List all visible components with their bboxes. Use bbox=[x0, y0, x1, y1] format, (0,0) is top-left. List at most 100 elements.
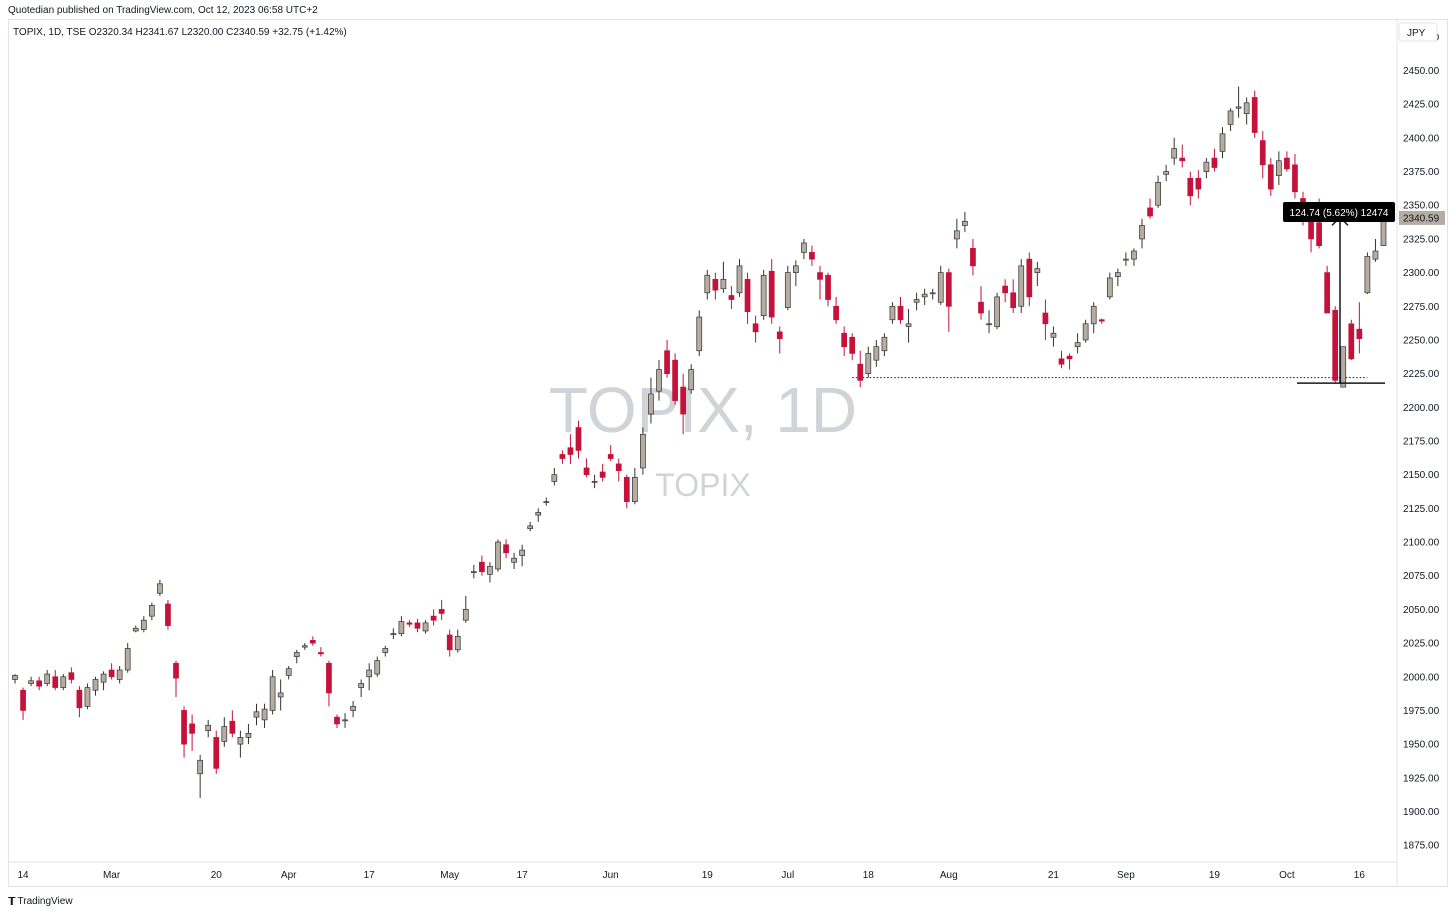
candle bbox=[1179, 144, 1186, 168]
candle bbox=[197, 754, 203, 799]
candle bbox=[116, 665, 123, 684]
candle bbox=[269, 670, 276, 715]
candle bbox=[1211, 148, 1218, 172]
candle bbox=[833, 296, 839, 324]
candle bbox=[422, 620, 429, 634]
candle bbox=[205, 719, 212, 738]
candle bbox=[1364, 252, 1371, 295]
x-tick-label: 21 bbox=[1048, 870, 1060, 881]
candle bbox=[768, 259, 775, 324]
candle bbox=[382, 645, 389, 657]
candle bbox=[1356, 302, 1363, 354]
candle bbox=[672, 353, 678, 405]
candle bbox=[752, 315, 759, 343]
y-tick-label: 2100.00 bbox=[1403, 538, 1440, 549]
x-tick-label: 16 bbox=[1354, 870, 1366, 881]
candle bbox=[108, 663, 115, 680]
candle bbox=[527, 521, 534, 532]
candle bbox=[165, 599, 171, 630]
candle bbox=[245, 723, 252, 745]
measure-tool[interactable]: 124.74 (5.62%) 12474 bbox=[1283, 202, 1395, 384]
x-tick-label: Sep bbox=[1117, 870, 1135, 881]
candle bbox=[1340, 346, 1347, 388]
candle bbox=[326, 660, 332, 707]
candle bbox=[189, 714, 195, 751]
x-tick-label: May bbox=[440, 870, 459, 881]
candle bbox=[575, 420, 582, 459]
candle bbox=[889, 302, 896, 324]
candle bbox=[398, 616, 405, 637]
watermark: TOPIX, 1D TOPIX bbox=[549, 374, 857, 503]
candle bbox=[1114, 268, 1121, 287]
candle bbox=[511, 552, 517, 569]
candle bbox=[1243, 97, 1250, 125]
candle bbox=[1348, 319, 1355, 361]
currency-label: JPY bbox=[1407, 28, 1426, 39]
currency-button[interactable]: JPY bbox=[1398, 22, 1438, 42]
x-tick-label: 19 bbox=[1209, 870, 1221, 881]
candle bbox=[1050, 326, 1057, 347]
x-tick-label: Aug bbox=[940, 870, 958, 881]
y-tick-label: 2200.00 bbox=[1403, 403, 1440, 414]
candle bbox=[1131, 248, 1137, 266]
y-tick-label: 1925.00 bbox=[1403, 773, 1440, 784]
candlestick-chart[interactable]: TOPIX, 1D TOPIX 124.74 (5.62%) 12474 1875… bbox=[9, 20, 1447, 886]
candle bbox=[760, 269, 767, 320]
candle bbox=[809, 245, 815, 266]
candle bbox=[20, 687, 26, 720]
candle bbox=[905, 308, 912, 343]
candle bbox=[140, 616, 147, 633]
candle bbox=[1058, 350, 1065, 369]
y-tick-label: 2425.00 bbox=[1403, 100, 1440, 111]
candle bbox=[1066, 353, 1073, 370]
candle bbox=[12, 674, 18, 684]
measure-label-box bbox=[1283, 202, 1395, 222]
candle bbox=[945, 268, 952, 332]
candle bbox=[52, 670, 59, 691]
candle bbox=[688, 364, 695, 394]
candle bbox=[462, 595, 469, 623]
candle bbox=[430, 609, 437, 626]
candle bbox=[873, 339, 880, 367]
y-tick-label: 2000.00 bbox=[1403, 672, 1440, 683]
candle bbox=[318, 647, 324, 657]
candle bbox=[953, 218, 960, 249]
candle bbox=[865, 346, 872, 378]
candle bbox=[615, 458, 622, 482]
candle bbox=[1155, 175, 1161, 208]
candle bbox=[970, 238, 976, 276]
candle bbox=[1259, 131, 1266, 179]
candle bbox=[1195, 170, 1202, 199]
candle bbox=[503, 539, 509, 559]
candle bbox=[1026, 252, 1033, 307]
chart-frame[interactable]: TOPIX, 1D TOPIX 124.74 (5.62%) 12474 1875… bbox=[8, 19, 1448, 887]
candle bbox=[76, 686, 83, 718]
candle bbox=[390, 628, 397, 640]
candle bbox=[599, 463, 606, 482]
candle bbox=[937, 265, 944, 305]
last-price-badge bbox=[1399, 210, 1445, 225]
y-tick-label: 2400.00 bbox=[1403, 133, 1440, 144]
x-tick-label: Jul bbox=[781, 870, 794, 881]
candle bbox=[631, 467, 638, 505]
candle bbox=[1187, 171, 1194, 206]
candle bbox=[1018, 259, 1025, 314]
candle bbox=[1324, 265, 1331, 314]
footer-brand[interactable]: 𝗧 TradingView bbox=[8, 895, 73, 908]
symbol-legend: TOPIX, 1D, TSE O2320.34 H2341.67 L2320.0… bbox=[13, 27, 347, 38]
time-axis[interactable]: 14 Mar 20 Apr 17 May 17 Jun 19 Jul 18 Aug 21 Sep 19 Oct… bbox=[9, 861, 1397, 881]
candle bbox=[1098, 318, 1105, 324]
candle bbox=[454, 629, 461, 653]
candles-group bbox=[12, 86, 1387, 799]
candle bbox=[1275, 151, 1282, 186]
y-tick-label: 2350.00 bbox=[1403, 201, 1440, 212]
price-axis[interactable]: 1875.00 1900.00 1925.00 1950.00 1975.00 2000.… bbox=[1396, 20, 1445, 886]
candle bbox=[1123, 252, 1129, 266]
candle bbox=[334, 714, 340, 728]
y-tick-label: 2300.00 bbox=[1403, 268, 1440, 279]
candle bbox=[301, 643, 308, 650]
candle bbox=[841, 326, 848, 357]
candle bbox=[438, 599, 445, 621]
candle bbox=[310, 636, 316, 646]
candle bbox=[567, 434, 574, 464]
